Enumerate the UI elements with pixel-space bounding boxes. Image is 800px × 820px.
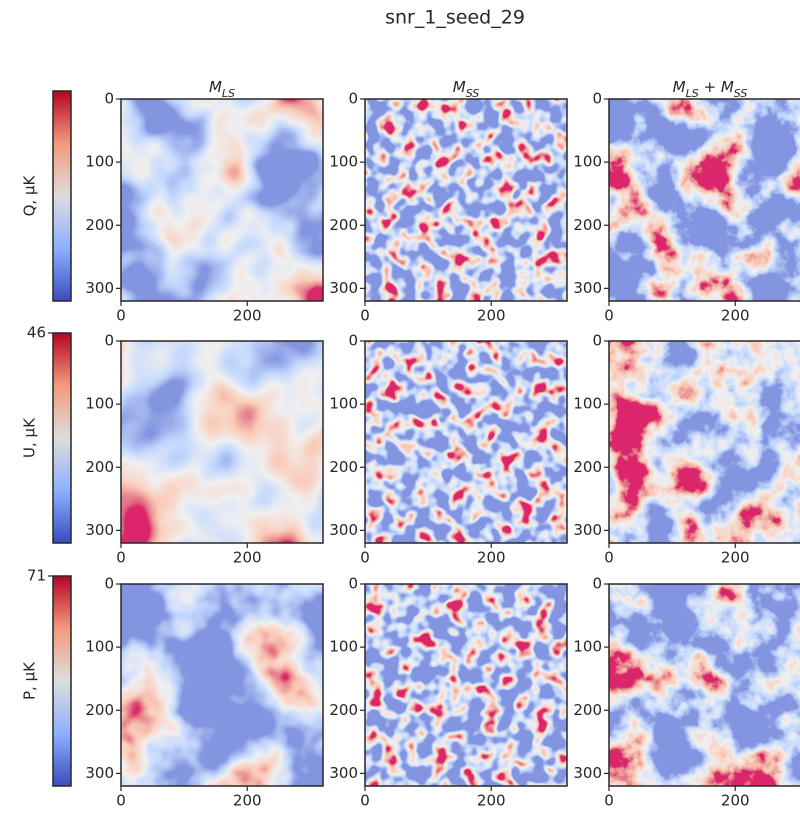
row-label: Q, μK: [21, 174, 39, 216]
heatmap-image: [121, 99, 323, 301]
title-part: LS: [222, 87, 235, 100]
panel-frame: [364, 98, 568, 302]
panel-frame: [120, 98, 324, 302]
y-tick-label: 300: [329, 764, 358, 782]
y-tick-label: 100: [85, 153, 114, 171]
title-part: SS: [466, 87, 480, 100]
panel-frame: [364, 583, 568, 787]
heatmap-image: [365, 99, 567, 301]
y-tick-label: 0: [592, 90, 602, 108]
row-label: U, μK: [21, 417, 39, 458]
x-tick-label: 0: [604, 549, 614, 567]
y-tick-label: 300: [329, 521, 358, 539]
x-tick-label: 200: [477, 549, 506, 567]
panel-title: MSS: [453, 78, 480, 100]
y-tick-label: 100: [573, 638, 602, 656]
y-tick-label: 200: [85, 701, 114, 719]
colorbar: [52, 575, 72, 787]
heatmap-image: [609, 99, 800, 301]
title-part: M: [453, 78, 466, 96]
x-tick-label: 200: [721, 792, 750, 810]
colorbar-tick-label: 46: [27, 324, 46, 342]
heatmap-image: [609, 584, 800, 786]
x-tick-label: 0: [604, 307, 614, 325]
y-tick-label: 100: [85, 638, 114, 656]
heatmap-image: [365, 584, 567, 786]
panel-frame: [608, 98, 800, 302]
y-tick-label: 0: [348, 575, 358, 593]
title-part: M: [673, 78, 686, 96]
title-part: M: [721, 78, 734, 96]
y-tick-label: 0: [104, 575, 114, 593]
y-tick-label: 0: [104, 90, 114, 108]
y-tick-label: 0: [592, 332, 602, 350]
y-tick-label: 0: [348, 332, 358, 350]
y-tick-label: 200: [329, 458, 358, 476]
title-part: M: [209, 78, 222, 96]
y-tick-label: 300: [85, 764, 114, 782]
y-tick-label: 200: [329, 216, 358, 234]
y-tick-label: 100: [329, 395, 358, 413]
y-tick-label: 100: [329, 153, 358, 171]
heatmap-image: [121, 584, 323, 786]
x-tick-label: 0: [116, 549, 126, 567]
panel-frame: [608, 340, 800, 544]
y-tick-label: 0: [592, 575, 602, 593]
y-tick-label: 0: [348, 90, 358, 108]
y-tick-label: 100: [85, 395, 114, 413]
panel-frame: [364, 340, 568, 544]
y-tick-label: 300: [85, 521, 114, 539]
x-tick-label: 0: [604, 792, 614, 810]
x-tick-label: 200: [233, 549, 262, 567]
x-tick-label: 200: [477, 307, 506, 325]
x-tick-label: 200: [233, 792, 262, 810]
x-tick-label: 200: [233, 307, 262, 325]
panel-title: MLS + MSS: [673, 78, 748, 100]
y-tick-label: 0: [104, 332, 114, 350]
title-part: LS: [686, 87, 699, 100]
panel-frame: [608, 583, 800, 787]
x-tick-label: 0: [116, 307, 126, 325]
y-tick-label: 300: [329, 279, 358, 297]
colorbar: [52, 332, 72, 544]
title-part: +: [699, 78, 721, 96]
colorbar: [52, 90, 72, 302]
heatmap-image: [609, 341, 800, 543]
x-tick-label: 0: [360, 792, 370, 810]
x-tick-label: 200: [721, 307, 750, 325]
x-tick-label: 0: [360, 549, 370, 567]
y-tick-label: 300: [573, 279, 602, 297]
y-tick-label: 300: [85, 279, 114, 297]
x-tick-label: 0: [360, 307, 370, 325]
y-tick-label: 200: [573, 458, 602, 476]
x-tick-label: 0: [116, 792, 126, 810]
y-tick-label: 100: [329, 638, 358, 656]
title-part: SS: [734, 87, 748, 100]
y-tick-label: 200: [85, 216, 114, 234]
panel-frame: [120, 340, 324, 544]
y-tick-label: 200: [329, 701, 358, 719]
y-tick-label: 100: [573, 153, 602, 171]
heatmap-image: [365, 341, 567, 543]
y-tick-label: 200: [573, 701, 602, 719]
heatmap-image: [121, 341, 323, 543]
colorbar-tick-label: 71: [27, 567, 46, 585]
y-tick-label: 100: [573, 395, 602, 413]
y-tick-label: 200: [85, 458, 114, 476]
figure-title: snr_1_seed_29: [385, 7, 525, 29]
x-tick-label: 200: [477, 792, 506, 810]
row-label: P, μK: [21, 661, 39, 700]
x-tick-label: 200: [721, 549, 750, 567]
panel-title: MLS: [209, 78, 235, 100]
y-tick-label: 200: [573, 216, 602, 234]
y-tick-label: 300: [573, 521, 602, 539]
panel-frame: [120, 583, 324, 787]
y-tick-label: 300: [573, 764, 602, 782]
